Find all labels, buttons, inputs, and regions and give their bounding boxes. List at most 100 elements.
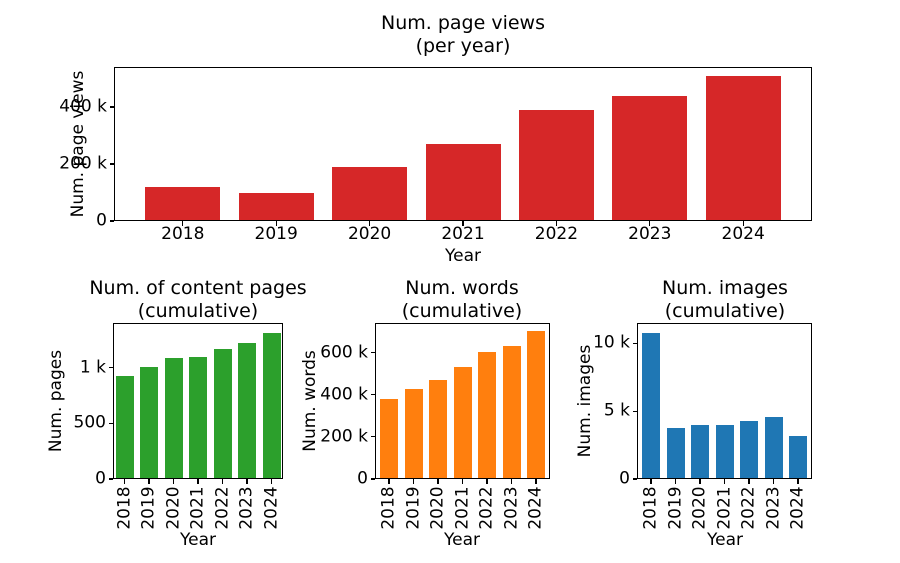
bar-2019: [140, 367, 158, 479]
chart-title-block: Num. page views (per year): [381, 12, 545, 58]
x-tick-label: 2022: [212, 486, 232, 530]
x-tick-label: 2018: [161, 224, 205, 244]
bar-2024: [527, 331, 545, 479]
x-tick-mark: [723, 479, 726, 484]
x-tick-label: 2018: [114, 486, 134, 530]
bar-2021: [425, 144, 501, 221]
x-tick-mark: [388, 479, 390, 484]
bar-2019: [238, 192, 314, 221]
bar-2024: [262, 333, 281, 479]
bar-2023: [612, 95, 688, 221]
bar-2022: [213, 349, 232, 479]
bar-2022: [740, 420, 758, 479]
x-tick-label: 2019: [665, 486, 685, 530]
x-tick-mark: [461, 479, 464, 484]
y-tick-label: 600 k: [320, 342, 368, 362]
y-tick-mark: [109, 106, 114, 108]
bar-2020: [429, 379, 447, 479]
y-tick-label: 500: [73, 412, 106, 433]
bar-2023: [238, 343, 256, 479]
x-tick-label: 2024: [721, 224, 765, 244]
x-axis-label: Year: [707, 530, 743, 550]
x-tick-label: 2022: [534, 224, 579, 244]
x-tick-label: 2020: [347, 224, 392, 244]
x-tick-label: 2020: [427, 486, 448, 530]
x-tick-mark: [486, 479, 488, 484]
y-tick-label: 400 k: [59, 96, 107, 117]
x-tick-label: 2023: [236, 486, 257, 530]
x-tick-mark: [275, 221, 277, 226]
x-tick-label: 2023: [628, 224, 672, 244]
bar-2021: [189, 357, 207, 479]
x-axis-label: Year: [180, 530, 216, 550]
bar-2023: [502, 345, 521, 479]
y-tick-label: 200 k: [59, 153, 107, 174]
x-tick-mark: [555, 221, 558, 226]
x-tick-label: 2022: [476, 486, 497, 530]
x-tick-label: 2019: [254, 224, 298, 244]
y-tick-label: 400 k: [320, 384, 368, 405]
bar-2022: [518, 110, 594, 221]
plot-area: [375, 323, 550, 479]
y-axis-label: Num. images: [575, 344, 595, 458]
x-tick-mark: [510, 479, 513, 484]
bar-2021: [453, 366, 472, 479]
chart-title: Num. images: [662, 277, 788, 299]
chart-subtitle: (per year): [415, 35, 511, 57]
x-tick-label: 2024: [525, 486, 546, 530]
bar-2024: [789, 435, 807, 479]
x-tick-mark: [797, 479, 799, 484]
x-tick-label: 2021: [452, 486, 472, 530]
y-tick-mark: [370, 394, 375, 396]
x-tick-mark: [649, 221, 651, 226]
chart-subtitle: (cumulative): [137, 300, 259, 322]
x-tick-mark: [221, 479, 224, 484]
bar-2020: [691, 425, 709, 479]
chart-title-block: Num. images (cumulative): [662, 277, 788, 323]
x-tick-mark: [148, 479, 150, 484]
y-tick-mark: [108, 366, 113, 369]
bar-2023: [764, 417, 783, 479]
y-tick-label: 10 k: [593, 332, 630, 353]
y-tick-label: 0: [357, 468, 368, 489]
x-tick-mark: [437, 479, 439, 484]
y-tick-mark: [108, 478, 113, 480]
y-tick-label: 0: [619, 468, 630, 489]
x-tick-mark: [674, 479, 677, 484]
chart-title-block: Num. words (cumulative): [402, 277, 522, 323]
bar-2020: [164, 358, 183, 479]
y-tick-mark: [370, 351, 375, 354]
bar-2020: [332, 166, 408, 221]
plot-area: [637, 323, 812, 479]
y-tick-mark: [632, 478, 637, 480]
chart-title: Num. of content pages: [89, 277, 307, 299]
y-tick-label: 1 k: [79, 357, 106, 378]
x-tick-label: 2024: [787, 486, 808, 530]
x-tick-label: 2019: [403, 486, 423, 530]
bar-2021: [715, 425, 734, 479]
x-tick-mark: [650, 479, 652, 484]
x-tick-label: 2023: [763, 486, 783, 530]
y-tick-mark: [109, 220, 114, 222]
bar-2018: [145, 187, 221, 221]
y-tick-mark: [370, 478, 375, 480]
x-axis-label: Year: [445, 246, 481, 266]
x-tick-label: 2018: [378, 486, 399, 530]
bar-2019: [404, 389, 423, 479]
bar-2018: [642, 333, 660, 479]
x-axis-label: Year: [444, 530, 480, 550]
x-tick-label: 2021: [441, 224, 485, 244]
x-tick-mark: [742, 221, 744, 226]
bar-2018: [380, 398, 398, 479]
y-tick-mark: [108, 422, 113, 424]
x-tick-label: 2020: [689, 486, 710, 530]
y-tick-mark: [632, 410, 637, 412]
x-tick-mark: [412, 479, 415, 484]
x-tick-mark: [172, 479, 175, 484]
chart-subtitle: (cumulative): [664, 300, 786, 322]
x-tick-mark: [123, 479, 126, 484]
